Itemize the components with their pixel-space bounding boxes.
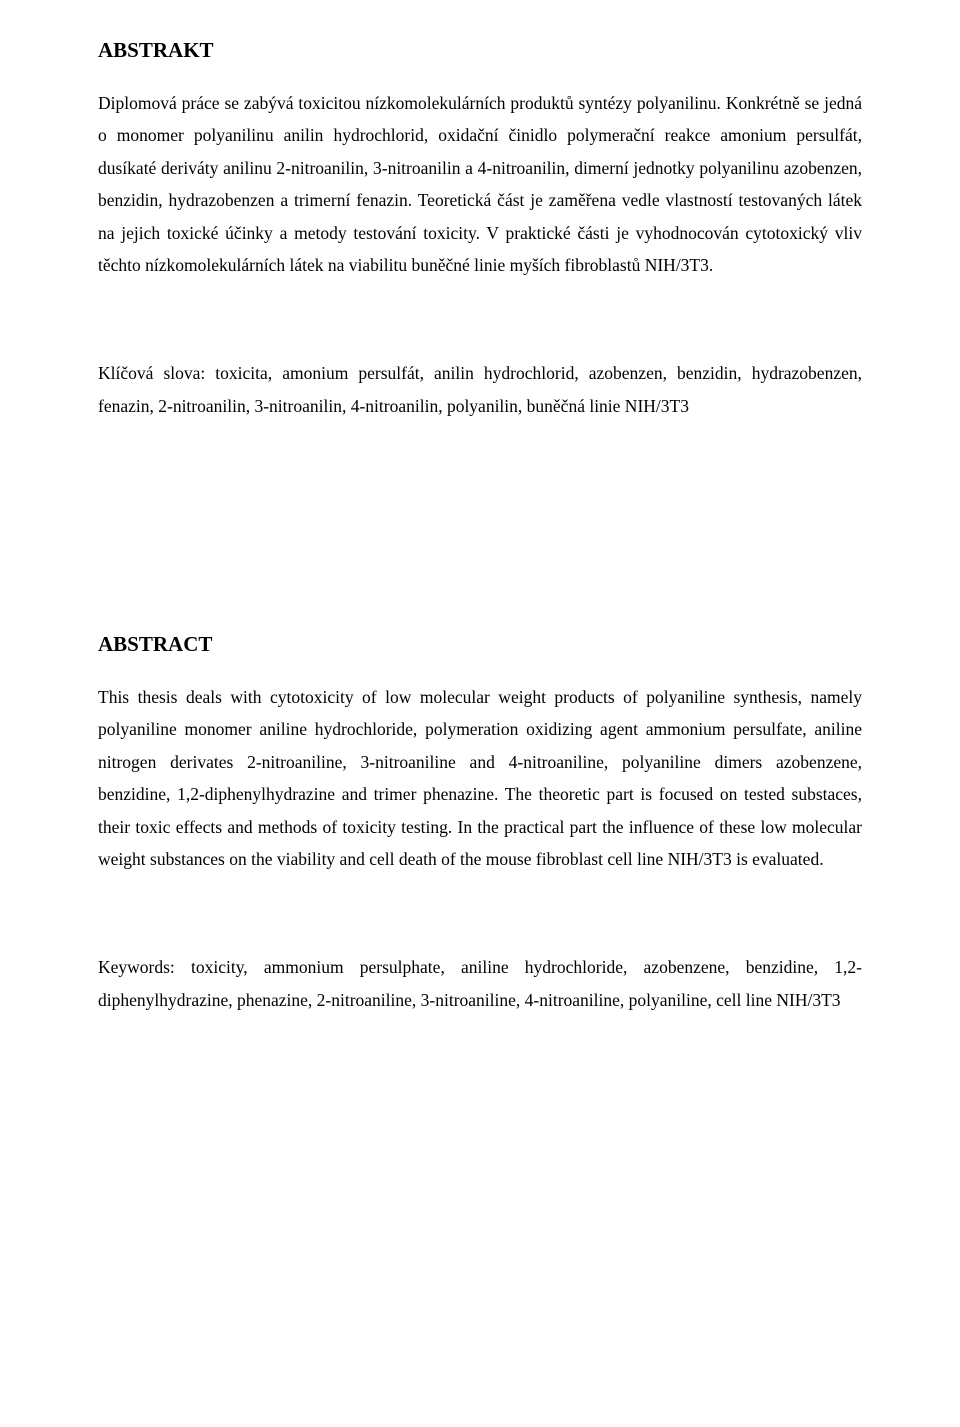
- abstract-section: ABSTRACT This thesis deals with cytotoxi…: [98, 632, 862, 1016]
- abstrakt-keywords: Klíčová slova: toxicita, amonium persulf…: [98, 357, 862, 422]
- spacer: [98, 913, 862, 951]
- abstract-heading: ABSTRACT: [98, 632, 862, 657]
- abstract-paragraph: This thesis deals with cytotoxicity of l…: [98, 681, 862, 875]
- abstrakt-paragraph: Diplomová práce se zabývá toxicitou nízk…: [98, 87, 862, 281]
- abstrakt-heading: ABSTRAKT: [98, 38, 862, 63]
- abstrakt-section: ABSTRAKT Diplomová práce se zabývá toxic…: [98, 38, 862, 422]
- abstract-keywords: Keywords: toxicity, ammonium persulphate…: [98, 951, 862, 1016]
- section-spacer: [98, 422, 862, 632]
- spacer: [98, 319, 862, 357]
